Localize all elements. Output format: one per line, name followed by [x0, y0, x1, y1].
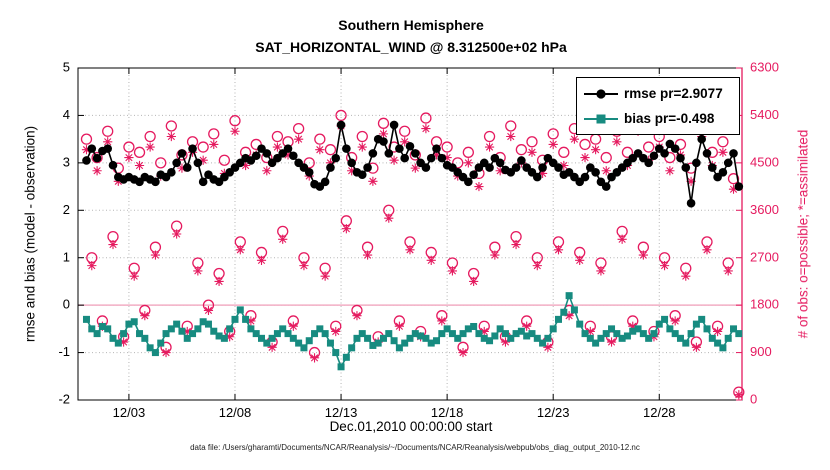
- bias-legend-marker-icon: [584, 114, 618, 123]
- legend-item-bias: bias pr=-0.498: [583, 106, 733, 131]
- legend: rmse pr=2.9077 bias pr=-0.498: [576, 77, 740, 135]
- x-axis-label: Dec.01,2010 00:00:00 start: [329, 419, 493, 434]
- legend-item-rmse: rmse pr=2.9077: [583, 81, 733, 106]
- legend-label-rmse: rmse pr=2.9077: [624, 86, 723, 101]
- chart-title: Southern Hemisphere: [338, 17, 484, 33]
- rmse-legend-marker-icon: [584, 88, 618, 99]
- y-axis-label-right: # of obs: o=possible; *=assimilated: [795, 129, 811, 339]
- chart-subtitle: SAT_HORIZONTAL_WIND @ 8.312500e+02 hPa: [255, 39, 567, 55]
- data-file-caption: data file: /Users/gharamti/Documents/NCA…: [190, 443, 640, 452]
- y-axis-label-left: rmse and bias (model - observation): [22, 125, 38, 343]
- legend-label-bias: bias pr=-0.498: [624, 111, 715, 126]
